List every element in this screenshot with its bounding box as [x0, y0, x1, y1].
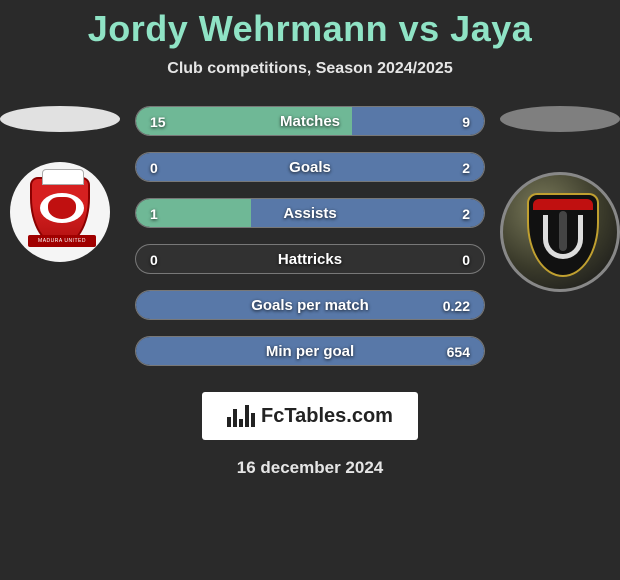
stat-value-right: 654	[447, 337, 470, 366]
brand-logo: FcTables.com	[202, 392, 418, 440]
stat-value-left: 1	[150, 199, 158, 228]
stat-row: Hattricks0 0	[135, 244, 485, 274]
stat-label: Hattricks	[136, 245, 484, 274]
shield-icon	[527, 193, 599, 277]
stat-row: Goals per match0.22	[135, 290, 485, 320]
stat-row: Goals0 2	[135, 152, 485, 182]
stat-label: Goals	[136, 153, 484, 182]
stat-label: Matches	[136, 107, 484, 136]
player-right-photo-placeholder	[500, 106, 620, 132]
shield-icon: MADURA UNITED	[30, 177, 90, 247]
comparison-area: MADURA UNITED Matches159Goals02Assists12…	[0, 106, 620, 376]
club-left-ribbon: MADURA UNITED	[28, 235, 96, 247]
stat-label: Goals per match	[136, 291, 484, 320]
club-badge-left: MADURA UNITED	[10, 162, 110, 262]
page-subtitle: Club competitions, Season 2024/2025	[0, 60, 620, 78]
stats-list: Matches159Goals02Assists12Hattricks00Goa…	[135, 106, 485, 382]
page-title: Jordy Wehrmann vs Jaya	[0, 0, 620, 50]
stat-value-left: 0	[150, 153, 158, 182]
footer-date: 16 december 2024	[0, 458, 620, 478]
stat-row: Matches15 9	[135, 106, 485, 136]
player-right-column	[500, 106, 620, 292]
bull-icon	[48, 197, 76, 219]
player-left-column: MADURA UNITED	[0, 106, 120, 262]
stat-value-left: 15	[150, 107, 166, 136]
stat-value-right: 9	[462, 107, 470, 136]
stat-row: Assists1 2	[135, 198, 485, 228]
infographic-root: Jordy Wehrmann vs Jaya Club competitions…	[0, 0, 620, 580]
stat-value-left: 0	[150, 245, 158, 274]
stat-value-right: 2	[462, 153, 470, 182]
stat-value-right: 0	[462, 245, 470, 274]
bar-chart-icon	[227, 405, 255, 427]
club-badge-right	[500, 172, 620, 292]
stat-label: Min per goal	[136, 337, 484, 366]
player-left-photo-placeholder	[0, 106, 120, 132]
stat-label: Assists	[136, 199, 484, 228]
brand-text: FcTables.com	[261, 405, 393, 428]
stat-value-right: 0.22	[443, 291, 470, 320]
letter-u-icon	[543, 215, 583, 259]
stat-row: Min per goal654	[135, 336, 485, 366]
stat-value-right: 2	[462, 199, 470, 228]
